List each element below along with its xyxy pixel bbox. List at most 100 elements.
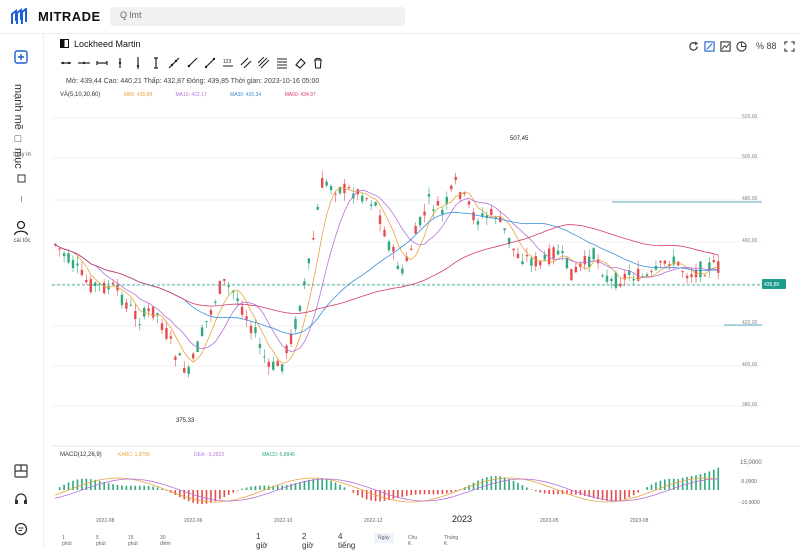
candle-body: [259, 344, 261, 348]
macd-bar: [188, 490, 190, 501]
macd-bar: [384, 490, 386, 501]
macd-bar: [655, 482, 657, 490]
timeframe-option[interactable]: 4 tiếng: [338, 532, 355, 550]
macd-bar: [361, 490, 363, 498]
timeframe-option[interactable]: 5 phút: [96, 535, 106, 547]
candle-body: [299, 306, 301, 311]
macd-bar: [428, 490, 430, 494]
candle-body: [704, 275, 706, 276]
candle-body: [228, 286, 230, 287]
chat-icon[interactable]: [14, 522, 28, 536]
candle-body: [401, 269, 403, 274]
mitrade-logo-icon[interactable]: [10, 8, 28, 26]
candle-body: [94, 283, 96, 286]
macd-value-label: MACD: 5,8846: [262, 452, 295, 458]
candle-body: [366, 198, 368, 199]
macd-bar: [713, 470, 715, 490]
macd-bar: [219, 490, 221, 499]
timeframe-option[interactable]: 2 giờ: [302, 532, 313, 550]
candle-body: [517, 254, 519, 258]
candle-body: [713, 260, 715, 262]
candle-body: [410, 249, 412, 250]
add-watchlist-icon[interactable]: [14, 50, 28, 64]
macd-bar: [99, 481, 101, 490]
macd-bar: [277, 486, 279, 490]
macd-bar: [553, 490, 555, 494]
macd-bar: [637, 490, 639, 493]
macd-bar: [117, 485, 119, 490]
candle-body: [85, 280, 87, 282]
timeframe-option[interactable]: 15 phút: [128, 535, 138, 547]
candle-body: [236, 298, 238, 301]
macd-bar: [250, 487, 252, 490]
macd-bar: [522, 485, 524, 490]
candle-body: [423, 212, 425, 216]
macd-bar: [108, 483, 110, 490]
candle-body: [463, 193, 465, 194]
timeframe-option[interactable]: 1 giờ: [256, 532, 267, 550]
square-icon[interactable]: [17, 174, 26, 183]
candle-body: [312, 238, 314, 240]
user-icon[interactable]: [13, 220, 29, 236]
macd-bar: [370, 490, 372, 501]
macd-bar: [192, 490, 194, 503]
timeframe-option[interactable]: Tháng K: [444, 535, 458, 547]
macd-bar: [419, 490, 421, 494]
price-chart[interactable]: 520,00500,00480,00460,00420,00400,00380,…: [52, 34, 800, 549]
macd-bar: [308, 480, 310, 490]
macd-bar: [139, 486, 141, 490]
layout-icon[interactable]: [14, 464, 28, 478]
candle-body: [165, 328, 167, 339]
timeframe-option[interactable]: 1 phút: [62, 535, 72, 547]
candle-body: [633, 279, 635, 280]
candle-body: [379, 215, 381, 224]
candle-body: [268, 362, 270, 367]
macd-bar: [606, 490, 608, 501]
timeframe-option[interactable]: 30 điểm: [160, 535, 171, 547]
candle-body: [664, 261, 666, 264]
macd-bar: [695, 475, 697, 490]
macd-tick-label: 15,0000: [740, 460, 762, 466]
macd-bar: [152, 487, 154, 490]
macd-bar: [709, 471, 711, 490]
candle-body: [455, 177, 457, 180]
macd-tick-label: -5,0000: [740, 479, 757, 485]
support-headset-icon[interactable]: [14, 492, 28, 506]
candle-body: [432, 209, 434, 211]
macd-bar: [179, 490, 181, 497]
macd-bar: [90, 479, 92, 490]
candle-body: [277, 361, 279, 366]
macd-bar: [255, 486, 257, 490]
candle-body: [650, 271, 652, 272]
candle-body: [570, 269, 572, 280]
macd-bar: [357, 490, 359, 495]
search-input[interactable]: Q lmt: [110, 7, 405, 26]
macd-bar: [402, 490, 404, 497]
candle-body: [241, 307, 243, 315]
macd-bar: [473, 483, 475, 490]
macd-bar: [611, 490, 613, 501]
candle-body: [521, 261, 523, 264]
brand-name[interactable]: MITRADE: [38, 9, 101, 24]
x-tick-label: 2022-12: [364, 518, 383, 524]
candle-body: [263, 356, 265, 357]
macd-label: MACD(12,26,9): [60, 452, 102, 458]
timeframe-option[interactable]: Ngày: [374, 533, 394, 543]
candle-body: [103, 283, 105, 293]
candle-body: [441, 210, 443, 214]
candle-body: [503, 228, 505, 230]
macd-bar: [135, 486, 137, 490]
candle-body: [290, 334, 292, 344]
macd-bar: [482, 479, 484, 490]
macd-bar: [406, 490, 408, 496]
macd-bar: [700, 474, 702, 490]
candle-body: [575, 267, 577, 272]
candle-body: [681, 271, 683, 272]
macd-bar: [580, 490, 582, 495]
macd-bar: [446, 490, 448, 493]
candle-body: [490, 209, 492, 215]
candle-body: [183, 368, 185, 373]
x-tick-label: 2022-10: [274, 518, 293, 524]
timeframe-option[interactable]: Chu K: [408, 535, 417, 547]
macd-bar: [424, 490, 426, 494]
